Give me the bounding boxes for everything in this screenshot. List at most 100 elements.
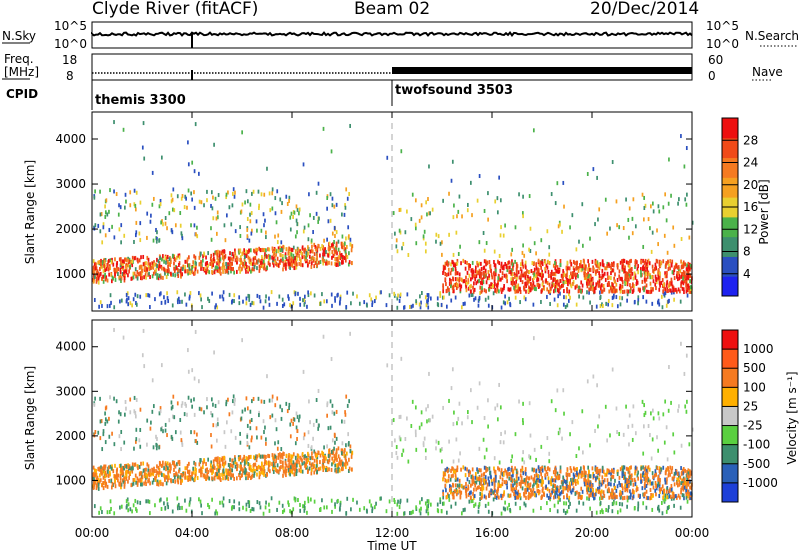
- power-cell: [122, 262, 124, 267]
- velocity-cell: [634, 506, 636, 511]
- velocity-cell: [450, 468, 452, 473]
- velocity-cell: [621, 502, 624, 507]
- velocity-cell: [97, 486, 100, 491]
- power-cell: [439, 293, 442, 298]
- power-cell: [161, 266, 163, 271]
- power-cell: [236, 257, 239, 262]
- velocity-cell: [647, 496, 649, 501]
- power-cell: [632, 288, 635, 293]
- power-cell: [454, 295, 457, 300]
- power-cell: [263, 255, 266, 260]
- velocity-cell: [224, 460, 227, 465]
- power-cell: [606, 271, 609, 276]
- velocity-cell: [165, 467, 167, 472]
- velocity-cell: [248, 473, 251, 478]
- power-cell: [680, 134, 682, 139]
- velocity-cell: [623, 495, 626, 500]
- power-cell: [217, 258, 220, 263]
- velocity-cell: [599, 501, 602, 506]
- power-cell: [624, 277, 627, 282]
- power-cell: [249, 302, 252, 307]
- velocity-cell: [282, 473, 284, 478]
- velocity-cell: [157, 465, 160, 470]
- power-cell: [425, 200, 427, 205]
- velocity-cell: [149, 426, 152, 431]
- power-cell: [626, 280, 629, 285]
- velocity-cell: [256, 472, 258, 477]
- power-cell: [99, 271, 102, 276]
- power-cell: [104, 204, 106, 209]
- power-cell: [173, 269, 176, 274]
- power-cell: [471, 213, 473, 218]
- velocity-cell: [147, 479, 149, 484]
- velocity-cell: [252, 396, 255, 401]
- power-cell: [637, 301, 639, 306]
- power-cell: [615, 295, 618, 300]
- power-cell: [329, 245, 331, 250]
- velocity-cell: [203, 473, 206, 478]
- power-cell: [278, 259, 281, 264]
- velocity-cell: [494, 469, 497, 474]
- power-cell: [458, 272, 461, 277]
- power-cell: [210, 226, 212, 231]
- power-cell: [255, 219, 258, 224]
- velocity-cell: [568, 481, 571, 486]
- power-cell: [643, 206, 646, 211]
- velocity-cell: [289, 468, 291, 473]
- power-cell: [150, 213, 152, 218]
- power-cell: [535, 272, 538, 277]
- power-cell: [511, 259, 513, 264]
- velocity-cell: [676, 472, 679, 477]
- power-cell: [517, 289, 519, 294]
- power-cell: [673, 297, 675, 302]
- power-cell: [532, 128, 535, 133]
- velocity-cell: [684, 468, 687, 473]
- velocity-cell: [281, 503, 284, 508]
- velocity-cell: [176, 474, 179, 479]
- power-cell: [260, 260, 262, 265]
- power-cell: [481, 278, 483, 283]
- velocity-cell: [370, 503, 373, 508]
- velocity-cell: [131, 482, 134, 487]
- power-cell: [526, 281, 529, 286]
- velocity-cell: [206, 405, 208, 410]
- velocity-cell: [641, 486, 644, 491]
- power-cell: [134, 233, 137, 238]
- power-cell: [513, 281, 516, 286]
- power-cell: [410, 304, 413, 309]
- velocity-cell: [445, 479, 448, 484]
- power-cell: [205, 261, 208, 266]
- power-cell: [216, 305, 219, 310]
- power-cell: [211, 206, 214, 211]
- velocity-cell: [347, 468, 350, 473]
- power-cell: [110, 272, 113, 277]
- velocity-cell: [228, 412, 231, 417]
- power-cell: [540, 265, 542, 270]
- power-cell: [569, 225, 571, 230]
- power-cell: [604, 266, 606, 271]
- power-cell: [304, 247, 306, 252]
- power-cell: [214, 196, 217, 201]
- power-cell: [554, 201, 557, 206]
- velocity-cell: [152, 404, 155, 409]
- velocity-cell: [245, 468, 247, 473]
- velocity-cell: [584, 475, 586, 480]
- power-cell: [557, 289, 560, 294]
- power-cell: [248, 248, 251, 253]
- velocity-cell: [455, 487, 458, 492]
- power-cell: [448, 191, 450, 196]
- velocity-cell: [499, 475, 502, 480]
- power-cell: [451, 260, 454, 265]
- velocity-cell: [351, 450, 354, 455]
- velocity-cell: [217, 456, 219, 461]
- power-cell: [546, 280, 549, 285]
- power-cell: [366, 303, 368, 308]
- power-cell: [618, 286, 621, 291]
- velocity-cell: [327, 454, 330, 459]
- velocity-cell: [303, 504, 306, 509]
- velocity-cell: [326, 413, 328, 418]
- velocity-cell: [121, 473, 124, 478]
- power-cell: [299, 296, 301, 301]
- power-cell: [540, 238, 543, 243]
- power-cell: [462, 302, 465, 307]
